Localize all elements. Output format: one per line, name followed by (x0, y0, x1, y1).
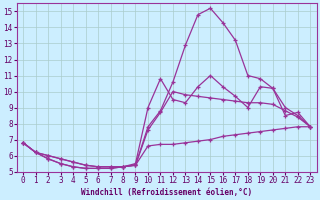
X-axis label: Windchill (Refroidissement éolien,°C): Windchill (Refroidissement éolien,°C) (81, 188, 252, 197)
